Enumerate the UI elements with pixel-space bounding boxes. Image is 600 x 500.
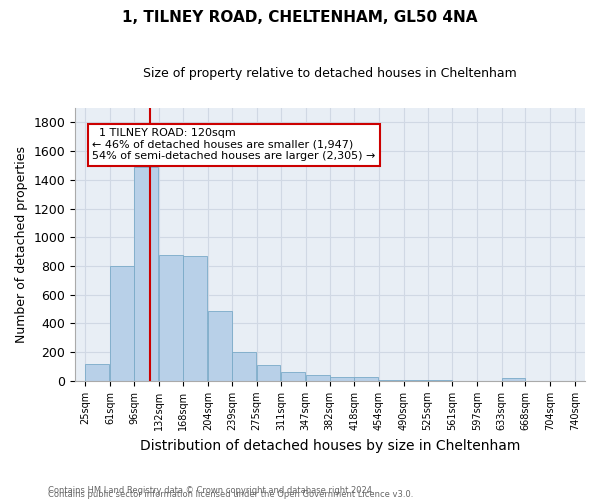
Bar (404, 380, 428, 381)
Text: 1, TILNEY ROAD, CHELTENHAM, GL50 4NA: 1, TILNEY ROAD, CHELTENHAM, GL50 4NA (122, 10, 478, 25)
Bar (428, 380, 452, 381)
Bar (379, 380, 403, 381)
Bar (158, 256, 182, 381)
Bar (281, 372, 305, 381)
Text: Contains public sector information licensed under the Open Government Licence v3: Contains public sector information licen… (48, 490, 413, 499)
Bar (110, 266, 134, 381)
Text: 1 TILNEY ROAD: 120sqm
← 46% of detached houses are smaller (1,947)
54% of semi-d: 1 TILNEY ROAD: 120sqm ← 46% of detached … (92, 128, 376, 162)
Bar (330, 376, 353, 381)
Bar (232, 352, 256, 381)
Bar (306, 375, 330, 381)
Text: Contains HM Land Registry data © Crown copyright and database right 2024.: Contains HM Land Registry data © Crown c… (48, 486, 374, 495)
Title: Size of property relative to detached houses in Cheltenham: Size of property relative to detached ho… (143, 68, 517, 80)
Bar (257, 365, 280, 381)
Y-axis label: Number of detached properties: Number of detached properties (15, 146, 28, 343)
Bar (134, 167, 158, 381)
Bar (208, 310, 232, 381)
Bar (85, 364, 109, 381)
Bar (502, 378, 526, 381)
Bar (183, 256, 207, 381)
X-axis label: Distribution of detached houses by size in Cheltenham: Distribution of detached houses by size … (140, 438, 520, 452)
Bar (355, 378, 379, 381)
